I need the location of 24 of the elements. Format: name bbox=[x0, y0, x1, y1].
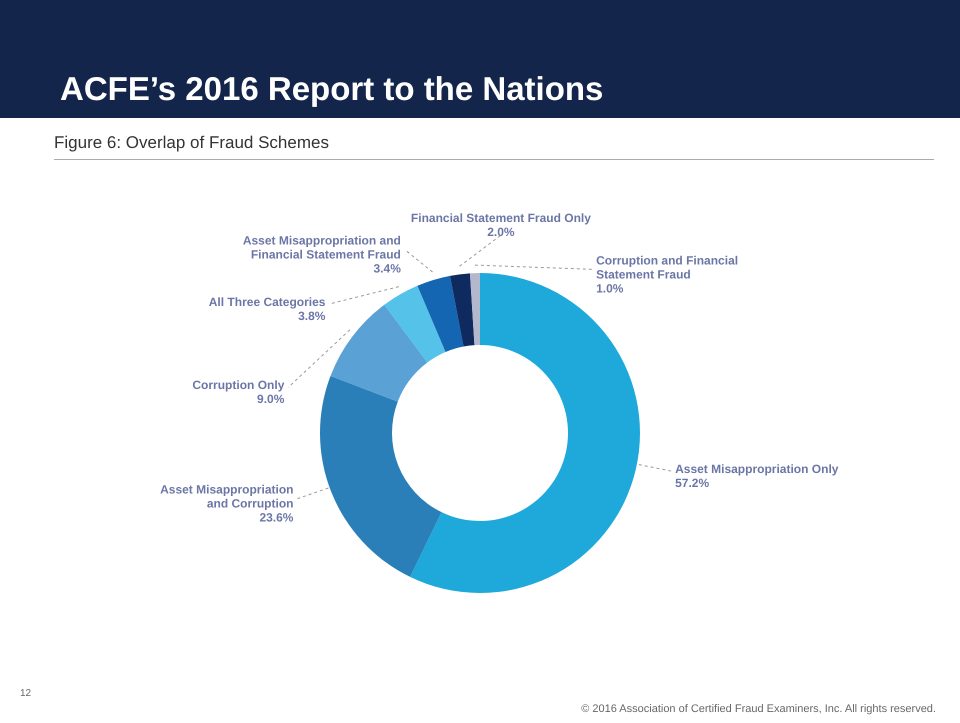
slice-label: Corruption and Financial Statement Fraud bbox=[596, 253, 738, 282]
donut-slice bbox=[330, 304, 428, 402]
chart-subtitle: Figure 6: Overlap of Fraud Schemes bbox=[54, 133, 934, 160]
donut-slice bbox=[320, 376, 442, 577]
slice-label: Financial Statement Fraud Only bbox=[410, 211, 592, 226]
donut-slice bbox=[470, 273, 480, 346]
slice-label: Asset Misappropriation Only bbox=[675, 462, 839, 476]
text: © 2016 Association of Certified Fraud Examiners, Inc. All rights reserved. bbox=[581, 703, 936, 715]
donut-slice bbox=[450, 273, 474, 347]
data-label: 1.0% bbox=[596, 281, 624, 296]
slice-label: Asset Misappropriation and Corruption bbox=[160, 482, 294, 511]
data-label: 2.0% bbox=[487, 225, 515, 240]
slice-label: Asset Misappropriation and Financial Statement Fraud bbox=[242, 234, 401, 262]
donut-slice bbox=[384, 286, 446, 362]
data-label: 3.8% bbox=[298, 308, 326, 323]
text: 12 bbox=[20, 688, 32, 699]
data-label: 57.2% bbox=[675, 476, 710, 490]
slice-label: All Three Categories bbox=[208, 294, 326, 309]
chart-title: ACFE’s 2016 Report to the Nations bbox=[60, 70, 604, 108]
data-label: 23.6% bbox=[259, 510, 294, 525]
slice-label: Corruption Only bbox=[192, 378, 285, 392]
donut-slice bbox=[417, 276, 464, 352]
data-label: 3.4% bbox=[374, 262, 402, 276]
data-label: 9.0% bbox=[257, 392, 285, 406]
